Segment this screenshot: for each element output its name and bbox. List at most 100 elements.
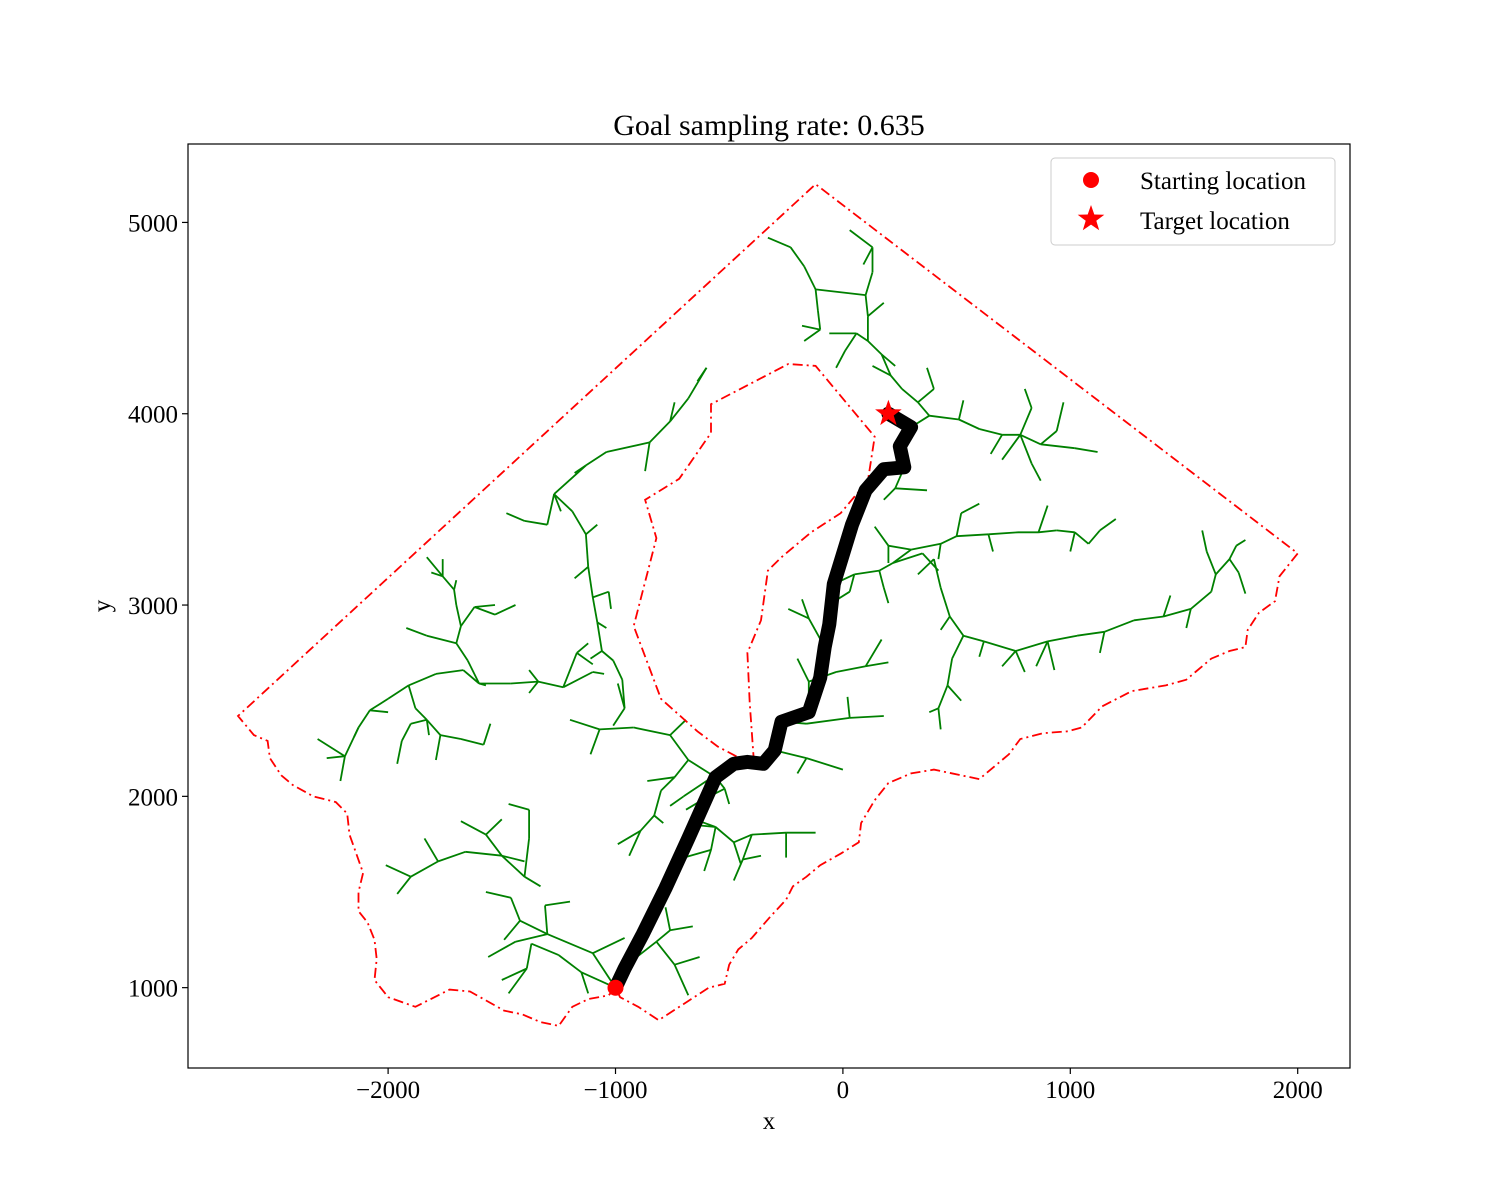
tree-branch (1074, 447, 1098, 453)
tree-branch (815, 288, 866, 296)
tree-branch (801, 324, 821, 331)
tree-branch (849, 229, 874, 249)
tree-branch (633, 726, 671, 736)
tree-branch (596, 621, 607, 629)
tree-branch (528, 681, 539, 694)
tree-branch (1235, 539, 1246, 547)
tree-branch (519, 919, 548, 935)
x-tick-label: 0 (837, 1077, 850, 1104)
tree-branch (585, 534, 590, 567)
tree-branch (951, 635, 965, 659)
x-tick-label: −1000 (583, 1077, 647, 1104)
tree-branch (846, 696, 851, 718)
tree-branch (867, 302, 885, 317)
tree-branch (369, 709, 389, 714)
tree-branch (1001, 650, 1017, 667)
tree-branch (883, 487, 896, 501)
tree-branch (485, 834, 503, 857)
tree-branch (669, 925, 693, 932)
tree-branch (939, 587, 951, 617)
tree-branch (741, 834, 753, 860)
tree-branch (453, 589, 458, 606)
tree-branch (455, 642, 469, 661)
tree-branch (787, 608, 810, 620)
tree-branch (1205, 551, 1217, 575)
tree-branch (890, 374, 903, 390)
tree-branch (978, 641, 985, 657)
tree-branch (455, 625, 462, 644)
tree-branch (963, 634, 985, 643)
tree-branch (1228, 558, 1240, 574)
tree-branch (465, 850, 502, 857)
tree-branch (596, 622, 603, 652)
tree-branch (426, 556, 444, 577)
tree-branch (396, 740, 403, 764)
tree-branch (501, 967, 528, 981)
tree-branch (591, 597, 599, 623)
tree-branch (616, 683, 626, 709)
tree-branch (1035, 641, 1049, 667)
tree-branch (507, 967, 528, 994)
tree-branch (553, 493, 573, 512)
tree-branch (574, 464, 587, 474)
tree-branch (639, 814, 655, 832)
tree-branch (865, 661, 889, 668)
tree-branch (696, 367, 708, 382)
tree-branch (385, 864, 412, 878)
tree-branch (683, 849, 712, 859)
tree-branch (592, 937, 625, 955)
tree-branch (426, 634, 457, 645)
tree-branch (612, 660, 624, 681)
tree-branch (1087, 529, 1101, 545)
tree-branch (801, 598, 810, 619)
tree-branch (440, 734, 462, 740)
tree-branch (485, 818, 503, 836)
plot-area (236, 183, 1299, 1027)
tree-branch (510, 897, 521, 922)
tree-branch (525, 943, 533, 969)
tree-branch (960, 502, 980, 514)
axis-ticks: −2000 −1000 0 1000 2000 1000 2000 3000 4000 5000 (128, 210, 1323, 1104)
legend-frame (1050, 157, 1336, 246)
tree-branch (1038, 529, 1057, 534)
tree-branch (703, 849, 712, 872)
tree-branch (460, 606, 476, 627)
tree-branch (806, 717, 850, 725)
tree-branch (892, 552, 923, 564)
tree-branch (872, 365, 892, 377)
legend-target-marker (1077, 205, 1105, 231)
tree-branch (949, 615, 965, 637)
tree-branch (580, 972, 590, 994)
tree-branch (710, 826, 717, 851)
tree-branch (1030, 463, 1042, 482)
tree-branch (531, 942, 560, 956)
tree-branch (387, 684, 410, 700)
tree-branch (937, 543, 942, 560)
tree-branch (569, 718, 600, 731)
tree-branch (462, 669, 480, 685)
tree-branch (455, 604, 462, 627)
tree-branch (864, 639, 883, 667)
tree-branch (928, 707, 939, 714)
tree-branch (956, 533, 989, 538)
tree-branch (796, 658, 810, 682)
tree-branch (587, 566, 594, 598)
outer-boundary (236, 183, 1299, 1027)
tree-branch (988, 531, 1019, 536)
tree-branch (873, 526, 890, 547)
tree-branch (901, 388, 919, 403)
tree-branch (1076, 630, 1105, 637)
tree-branch (617, 830, 641, 845)
tree-branch (453, 579, 458, 590)
tree-branch (814, 289, 819, 311)
planned-path (608, 406, 919, 995)
tree-branch (933, 558, 942, 589)
chart-title: Goal sampling rate: 0.635 (613, 109, 925, 142)
tree-branch (683, 780, 708, 798)
tree-branch (553, 493, 562, 512)
tree-branch (407, 685, 417, 709)
tree-branch (955, 513, 963, 537)
legend-start-label: Starting location (1140, 168, 1306, 195)
tree-branch (878, 570, 885, 589)
